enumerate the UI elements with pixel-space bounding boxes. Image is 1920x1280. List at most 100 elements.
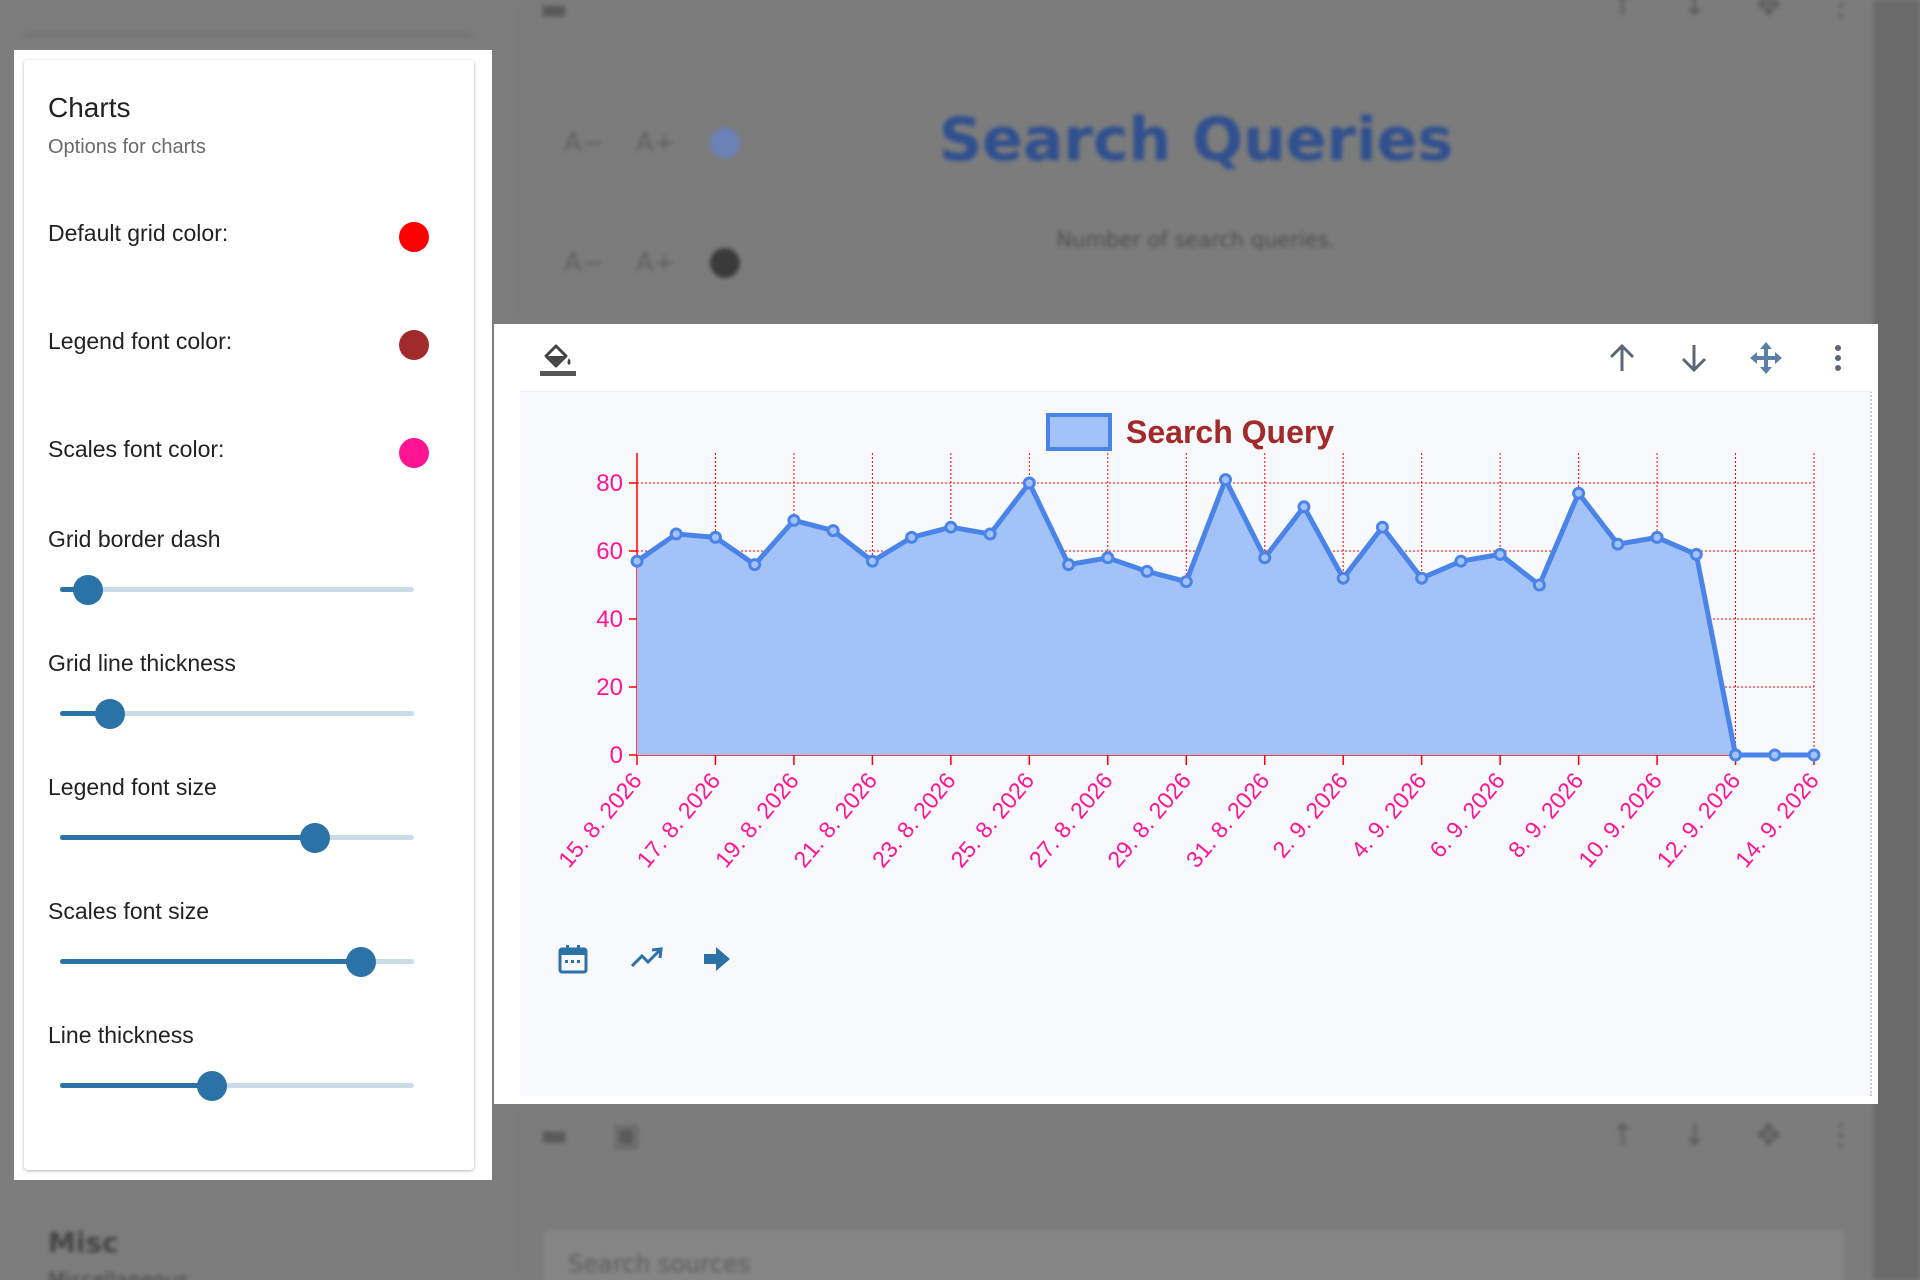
more-vertical-icon: ⋮ [1826, 1118, 1856, 1153]
data-point [708, 530, 722, 544]
panel-title: Charts [48, 92, 131, 123]
x-tick-label: 8. 9. 2026 [1503, 768, 1589, 863]
y-tick-label: 80 [596, 470, 623, 497]
move-icon: ✥ [1756, 1118, 1782, 1153]
data-point [1729, 748, 1743, 762]
page-subtitle: Number of search queries. [1056, 228, 1336, 252]
slider-track [60, 587, 414, 592]
scales-font-color-picker[interactable] [399, 438, 429, 468]
data-point [1454, 554, 1468, 568]
data-point [905, 530, 919, 544]
data-point [1611, 537, 1625, 551]
title-card: ▬ ↑ ↓ ✥ ⋮ A− A+ A− A+ [520, 0, 1872, 322]
data-point [1768, 748, 1782, 762]
search-sources-input[interactable]: Search sources [544, 1230, 1844, 1280]
title-color-picker[interactable] [710, 128, 740, 158]
legend-font-color-picker[interactable] [399, 330, 429, 360]
divider [24, 34, 472, 37]
grid-line-thickness-label: Grid line thickness [48, 650, 236, 676]
data-point [669, 527, 683, 541]
y-tick-label: 0 [610, 742, 623, 769]
title-font-increase-button[interactable]: A+ [636, 128, 676, 158]
arrow-right-icon[interactable] [702, 944, 732, 979]
data-point [1807, 748, 1821, 762]
slider-fill [60, 835, 315, 840]
scrollbar-track [1873, 0, 1920, 1280]
more-vertical-icon: ⋮ [1826, 0, 1856, 23]
slider-track [60, 711, 414, 716]
x-tick-label: 4. 9. 2026 [1346, 768, 1432, 863]
data-point [1493, 547, 1507, 561]
legend-font-size-label: Legend font size [48, 774, 217, 800]
line-thickness-slider[interactable] [60, 1068, 414, 1104]
page-title: Search Queries [938, 105, 1454, 175]
slider-thumb[interactable] [345, 947, 376, 977]
data-point [1062, 558, 1076, 572]
more-vertical-icon[interactable] [1818, 338, 1858, 378]
card-view-icon: ▣ [612, 1118, 641, 1153]
data-point [1140, 564, 1154, 578]
slider-track [60, 1083, 414, 1088]
slider-fill [60, 1083, 213, 1088]
legend-swatch [1046, 413, 1112, 451]
move-icon[interactable] [1746, 338, 1786, 378]
slider-fill [60, 959, 361, 964]
data-point [865, 554, 879, 568]
grid-line-thickness-slider[interactable] [60, 696, 414, 732]
data-point [748, 558, 762, 572]
data-point [1532, 578, 1546, 592]
x-tick-label: 6. 9. 2026 [1424, 768, 1510, 863]
scales-font-size-slider[interactable] [60, 944, 414, 980]
data-point [787, 513, 801, 527]
calendar-icon[interactable] [558, 944, 588, 979]
legend-label: Search Query [1126, 414, 1334, 450]
data-point [630, 554, 644, 568]
series-area [637, 479, 1814, 755]
scales-font-size-label: Scales font size [48, 898, 210, 924]
misc-section-title: Misc [48, 1226, 119, 1259]
x-tick-label: 2. 9. 2026 [1267, 768, 1353, 863]
data-point [1297, 500, 1311, 514]
arrow-down-icon[interactable] [1674, 338, 1714, 378]
grid-border-dash-label: Grid border dash [48, 526, 221, 552]
subtitle-font-increase-button[interactable]: A+ [636, 248, 676, 278]
subtitle-font-decrease-button[interactable]: A− [564, 248, 604, 278]
card-toolbar [520, 324, 1872, 392]
charts-options-panel: Charts Options for charts Default grid c… [24, 60, 474, 1170]
arrow-up-icon: ↑ [1610, 1118, 1636, 1153]
data-point [1572, 486, 1586, 500]
data-point [1415, 571, 1429, 585]
trending-up-icon[interactable] [630, 944, 664, 979]
slider-thumb[interactable] [73, 575, 104, 605]
subtitle-color-picker[interactable] [710, 248, 740, 278]
paint-bucket-icon[interactable] [538, 338, 578, 378]
data-point [983, 527, 997, 541]
arrow-up-icon[interactable] [1602, 338, 1642, 378]
slider-thumb[interactable] [299, 823, 330, 853]
data-point [1179, 575, 1193, 589]
paint-bucket-icon: ▬ [540, 0, 569, 27]
line-thickness-label: Line thickness [48, 1022, 194, 1048]
title-font-decrease-button[interactable]: A− [564, 128, 604, 158]
arrow-up-icon: ↑ [1610, 0, 1636, 23]
data-point [1336, 571, 1350, 585]
slider-thumb[interactable] [197, 1071, 228, 1101]
slider-thumb[interactable] [94, 699, 125, 729]
arrow-down-icon: ↓ [1682, 0, 1708, 23]
arrow-down-icon: ↓ [1682, 1118, 1708, 1153]
y-tick-label: 20 [596, 674, 623, 701]
y-tick-label: 60 [596, 538, 623, 565]
panel-subtitle: Options for charts [48, 136, 206, 158]
move-icon: ✥ [1756, 0, 1782, 23]
paint-bucket-icon: ▬ [540, 1118, 569, 1153]
grid-color-picker[interactable] [399, 222, 429, 252]
y-tick-label: 40 [596, 606, 623, 633]
data-point [826, 524, 840, 538]
grid-border-dash-slider[interactable] [60, 572, 414, 608]
legend-font-size-slider[interactable] [60, 820, 414, 856]
data-point [944, 520, 958, 534]
scales-font-color-label: Scales font color: [48, 436, 225, 462]
legend-font-color-label: Legend font color: [48, 328, 233, 354]
